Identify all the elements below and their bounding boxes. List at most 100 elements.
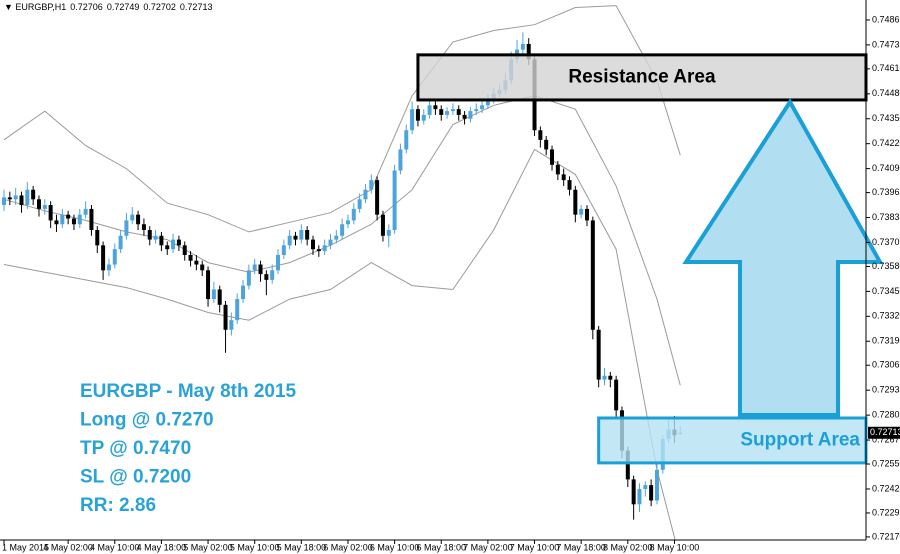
annotation-line: RR: 2.86 [80, 495, 156, 516]
candle-body [182, 245, 187, 255]
candle-body [485, 99, 490, 106]
candle-body [136, 214, 141, 225]
y-tick-label: 0.72170 [872, 531, 900, 541]
x-tick-label: 5 May 02:00 [183, 542, 233, 552]
x-tick-label: 7 May 10:00 [510, 542, 560, 552]
candle-body [171, 239, 176, 250]
candle-body [235, 299, 240, 321]
candle-body [276, 254, 281, 271]
high: 0.72749 [107, 2, 140, 12]
candle-body [427, 105, 432, 115]
x-tick-label: 5 May 18:00 [277, 542, 327, 552]
annotation-line: Long @ 0.7270 [80, 410, 214, 431]
candle-body [410, 109, 415, 131]
candle-body [36, 199, 41, 209]
candle-body [631, 479, 636, 505]
y-tick-label: 0.74865 [872, 14, 900, 24]
candle-body [25, 189, 30, 206]
candle-body [334, 235, 339, 240]
x-tick-label: 4 May 10:00 [90, 542, 140, 552]
x-tick-label: 5 May 10:00 [230, 542, 280, 552]
price-tag [868, 426, 900, 439]
candle-body [404, 130, 409, 150]
candle-body [555, 164, 560, 175]
y-tick-label: 0.73835 [872, 212, 900, 222]
candle-body [118, 235, 123, 250]
x-tick-label: 6 May 02:00 [323, 542, 373, 552]
x-tick-label: 7 May 02:00 [463, 542, 513, 552]
candle-body [316, 249, 321, 252]
annotation-line: SL @ 0.7200 [80, 467, 191, 488]
open: 0.72706 [70, 2, 103, 12]
candle-body [328, 239, 333, 246]
candle-body [433, 105, 438, 110]
candle-body [31, 189, 36, 200]
y-tick-label: 0.72675 [872, 434, 900, 444]
candle-body [130, 214, 135, 221]
candle-body [625, 450, 630, 480]
candle-body [124, 220, 129, 236]
candle-body [54, 220, 59, 225]
candle-body [520, 43, 525, 50]
candle-body [468, 111, 473, 119]
candle-body [206, 270, 211, 300]
candle-body [550, 149, 555, 165]
candle-body [176, 239, 181, 246]
candle-body [310, 239, 315, 250]
candle-body [608, 375, 613, 380]
candle-body [579, 208, 584, 215]
x-tick-label: 4 May 02:00 [43, 542, 93, 552]
up-arrow [682, 98, 884, 417]
x-tick-label: 6 May 10:00 [370, 542, 420, 552]
band-line [3, 5, 681, 233]
candle-body [95, 230, 100, 246]
candle-body [200, 264, 205, 271]
x-tick-label: 1 May 2015 [2, 542, 49, 552]
candle-body [42, 205, 47, 209]
candle-body [456, 109, 461, 115]
y-tick-label: 0.72935 [872, 385, 900, 395]
candle-body [7, 197, 12, 200]
candle-body [77, 214, 82, 225]
candle-body [445, 111, 450, 115]
candle-body [264, 274, 269, 280]
candle-body [649, 485, 654, 501]
candle-body [2, 197, 6, 206]
zone [597, 416, 868, 465]
bands [3, 5, 681, 540]
y-tick-label: 0.73965 [872, 187, 900, 197]
candle-body [66, 214, 71, 219]
y-tick-label: 0.72805 [872, 409, 900, 419]
candle-body [211, 289, 216, 300]
zone-label: Resistance Area [568, 66, 716, 87]
candle-body [544, 139, 549, 150]
candle-body [590, 220, 595, 330]
candle-body [340, 224, 345, 236]
candle-body [602, 375, 607, 380]
low: 0.72702 [143, 2, 176, 12]
y-tick-label: 0.74735 [872, 39, 900, 49]
candle-body [526, 43, 531, 60]
candle-body [439, 109, 444, 115]
close: 0.72713 [180, 2, 213, 12]
candle-body [398, 149, 403, 171]
candle-body [462, 114, 467, 119]
candle-body [614, 379, 619, 411]
candle-body [363, 189, 368, 200]
candle-body [369, 180, 374, 190]
header: ▼ EURGBP,H1 0.72706 0.72749 0.72702 0.72713 [4, 2, 212, 12]
candle-body [386, 230, 391, 236]
symbol: EURGBP,H1 [15, 2, 66, 12]
candle-body [71, 218, 76, 225]
header-arrow: ▼ [4, 2, 15, 12]
band-line [3, 148, 676, 540]
candle-body [357, 199, 362, 209]
